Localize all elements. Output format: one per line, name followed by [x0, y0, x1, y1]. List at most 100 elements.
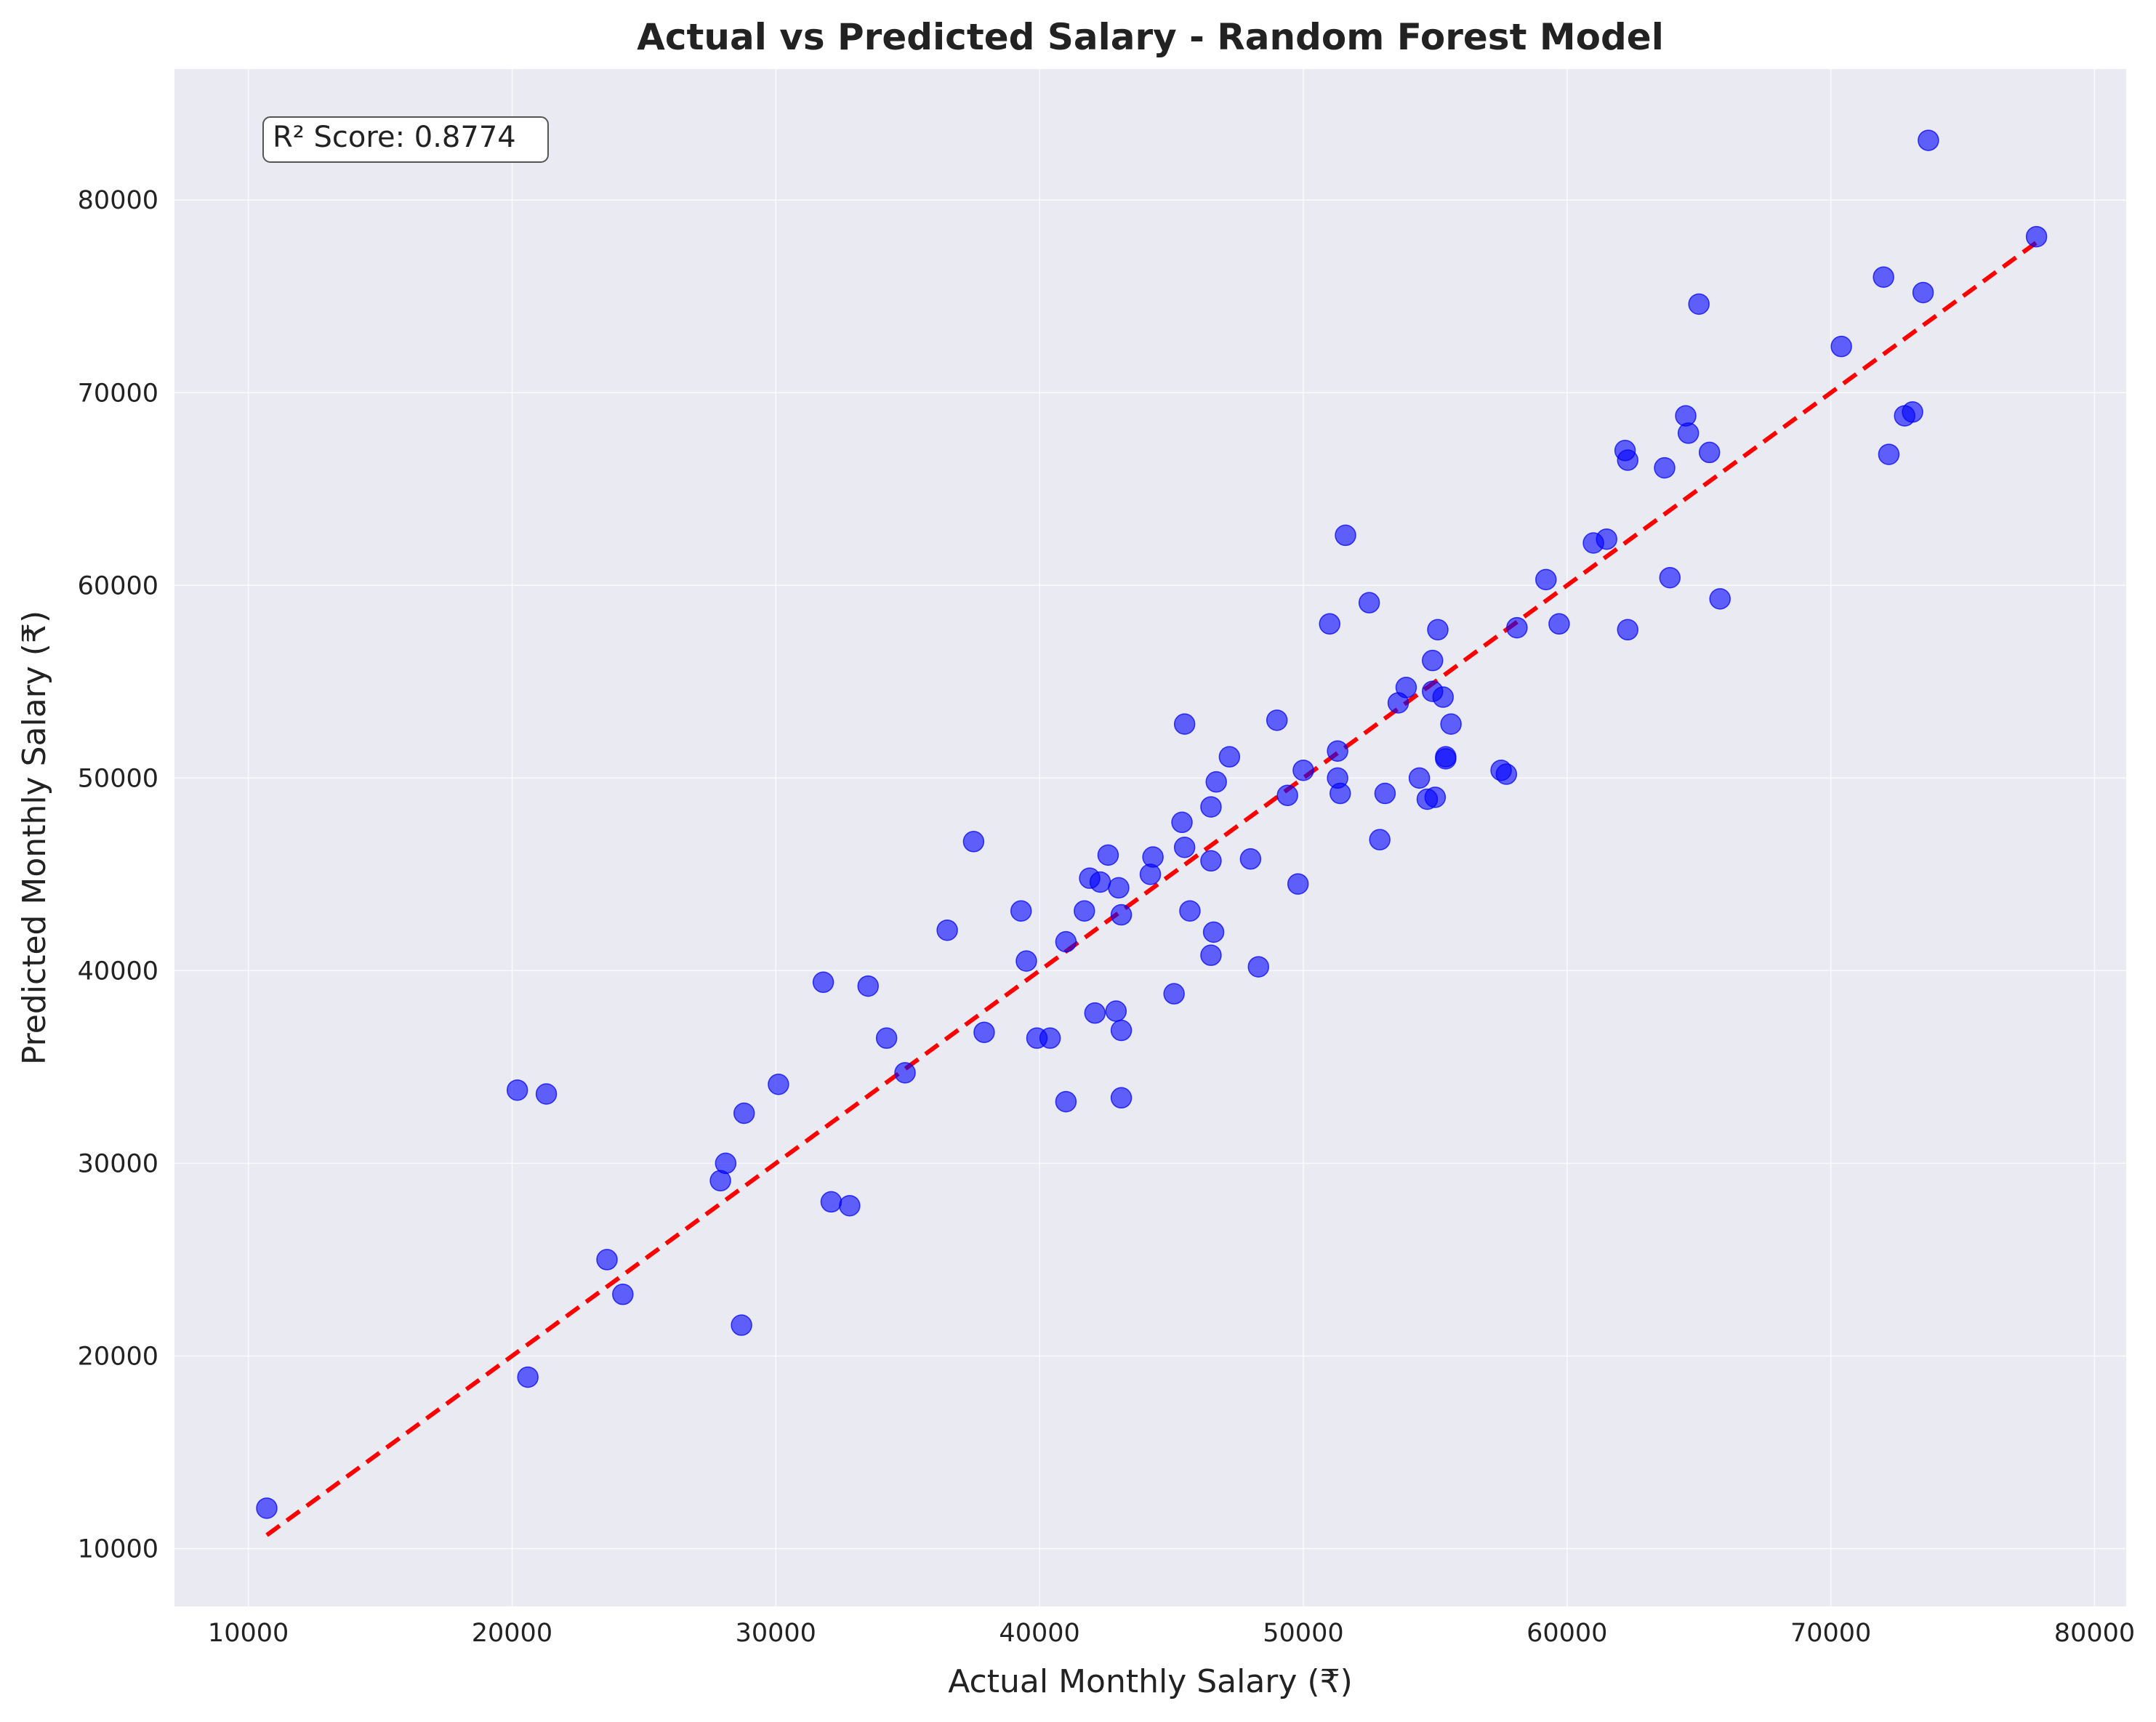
- data-point: [936, 919, 958, 941]
- data-point: [1918, 129, 1939, 151]
- data-point: [1327, 740, 1348, 762]
- data-point: [1408, 767, 1431, 789]
- data-point: [1424, 786, 1447, 808]
- data-point: [1506, 616, 1528, 639]
- data-point: [1266, 709, 1288, 731]
- data-point: [1878, 443, 1900, 465]
- data-point: [1830, 335, 1852, 358]
- data-point: [1292, 759, 1314, 781]
- data-point: [1369, 829, 1391, 850]
- data-point: [506, 1079, 528, 1101]
- data-point: [1218, 746, 1241, 768]
- data-point: [1395, 677, 1417, 699]
- data-point: [1495, 763, 1518, 785]
- data-point: [1200, 850, 1222, 872]
- data-point: [1596, 528, 1617, 550]
- data-point: [1654, 456, 1676, 479]
- y-tick-label: 40000: [78, 957, 158, 986]
- r2-annotation: R² Score: 0.8774: [273, 121, 516, 154]
- data-point: [962, 831, 985, 853]
- data-point: [1329, 782, 1351, 805]
- data-point: [1200, 796, 1222, 818]
- data-point: [1698, 441, 1721, 464]
- data-point: [1074, 900, 1095, 922]
- data-point: [1173, 837, 1196, 858]
- y-tick-label: 60000: [78, 571, 158, 600]
- data-point: [1205, 771, 1227, 793]
- data-point: [1276, 784, 1298, 806]
- data-point: [1142, 846, 1164, 868]
- data-point: [1902, 401, 1923, 423]
- data-point: [256, 1497, 278, 1519]
- x-tick-label: 10000: [208, 1619, 289, 1648]
- data-points: [256, 129, 2048, 1519]
- data-point: [535, 1083, 558, 1105]
- x-tick-label: 80000: [2054, 1619, 2135, 1648]
- data-point: [1105, 1000, 1127, 1022]
- data-point: [1912, 281, 1934, 304]
- x-tick-label: 60000: [1527, 1619, 1607, 1648]
- y-tick-label: 50000: [78, 764, 158, 793]
- data-point: [1374, 782, 1396, 805]
- y-axis-ticks: 10000 20000 30000 40000 50000 60000 70000 80000: [78, 186, 158, 1564]
- data-point: [1200, 944, 1222, 966]
- data-point: [612, 1283, 634, 1305]
- data-point: [1055, 930, 1077, 953]
- data-point: [1110, 1019, 1133, 1042]
- y-axis-label: Predicted Monthly Salary (₹): [16, 611, 53, 1065]
- reference-line-group: [265, 241, 2038, 1537]
- data-point: [1202, 921, 1225, 944]
- data-point: [1432, 686, 1454, 708]
- x-tick-label: 70000: [1790, 1619, 1871, 1648]
- data-point: [1010, 900, 1032, 922]
- data-point: [1440, 713, 1462, 735]
- data-point: [1427, 619, 1449, 641]
- data-point: [1084, 1002, 1106, 1024]
- x-tick-label: 30000: [736, 1619, 816, 1648]
- data-point: [596, 1249, 618, 1271]
- data-point: [1097, 844, 1119, 866]
- data-point: [768, 1073, 789, 1095]
- data-point: [1239, 848, 1262, 870]
- data-point: [1358, 592, 1380, 613]
- data-point: [1287, 873, 1309, 895]
- data-point: [1110, 904, 1133, 926]
- y-tick-label: 10000: [78, 1534, 158, 1564]
- r2-annotation-box: R² Score: 0.8774: [262, 116, 549, 163]
- data-point: [1015, 950, 1037, 972]
- data-point: [731, 1314, 752, 1336]
- data-point: [894, 1062, 916, 1084]
- y-tick-label: 30000: [78, 1149, 158, 1178]
- data-point: [1677, 422, 1700, 444]
- x-tick-label: 40000: [999, 1619, 1079, 1648]
- data-point: [1055, 1090, 1077, 1113]
- data-point: [1688, 293, 1710, 315]
- reference-line: [265, 241, 2038, 1537]
- r2-annotation-frame: [262, 116, 549, 163]
- data-point: [875, 1027, 898, 1049]
- data-point: [1089, 871, 1111, 893]
- x-axis-ticks: 10000 20000 30000 40000 50000 60000 70000 80000: [208, 1619, 2135, 1648]
- data-point: [1421, 649, 1444, 672]
- data-point: [1617, 449, 1638, 471]
- data-point: [857, 975, 880, 997]
- data-point: [1039, 1027, 1061, 1049]
- grid-lines: [174, 69, 2126, 1606]
- data-point: [1179, 900, 1201, 922]
- data-point: [1247, 956, 1270, 978]
- data-point: [1435, 746, 1457, 768]
- data-point: [1319, 613, 1340, 635]
- data-point: [1709, 588, 1731, 610]
- data-point: [839, 1194, 861, 1217]
- x-tick-label: 20000: [472, 1619, 552, 1648]
- x-axis-label: Actual Monthly Salary (₹): [948, 1663, 1353, 1700]
- data-point: [1163, 983, 1185, 1005]
- data-point: [1617, 619, 1638, 641]
- data-point: [1173, 713, 1196, 735]
- data-point: [1110, 1087, 1133, 1109]
- data-point: [1108, 877, 1130, 899]
- data-point: [973, 1021, 995, 1043]
- y-tick-label: 20000: [78, 1342, 158, 1371]
- data-point: [715, 1152, 737, 1175]
